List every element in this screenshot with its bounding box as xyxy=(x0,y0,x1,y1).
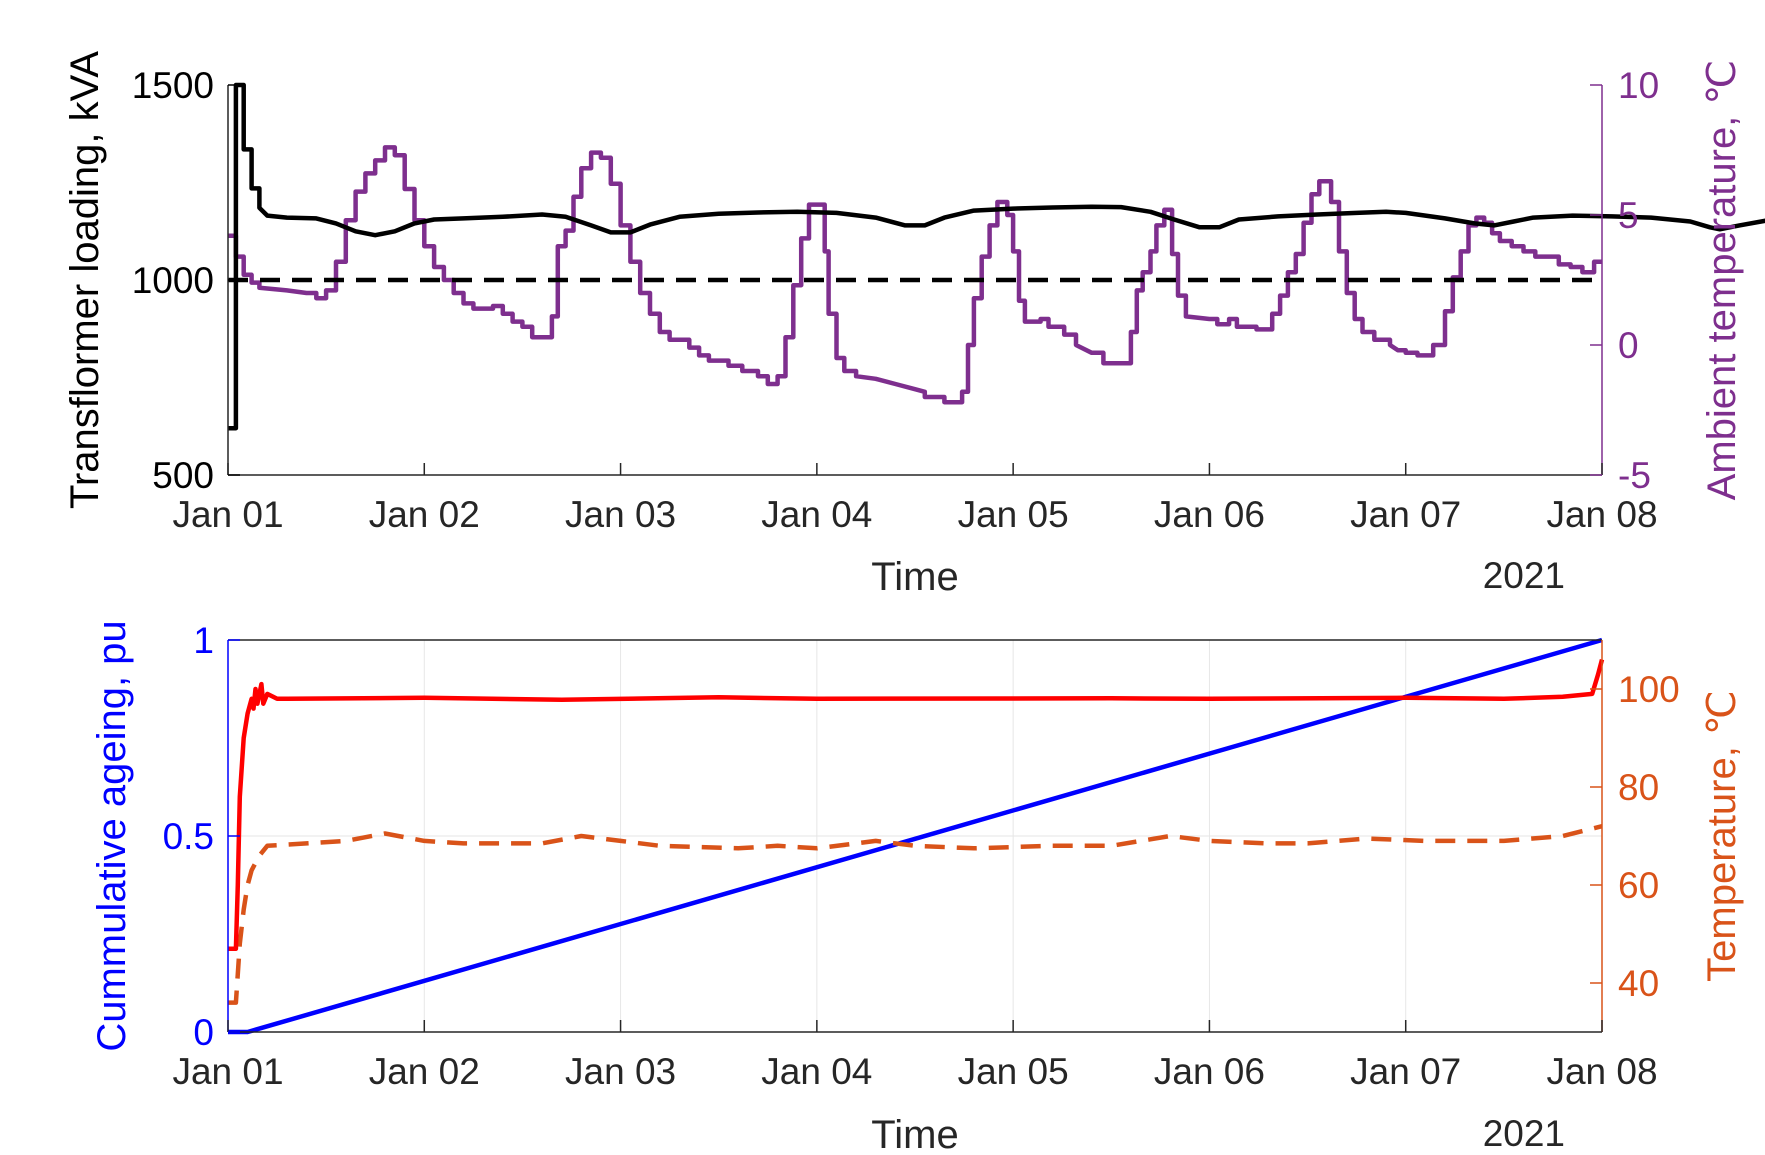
x-tick-label: Jan 07 xyxy=(1350,1051,1461,1092)
x-tick-label: Jan 03 xyxy=(565,494,676,535)
y-left-tick-label: 0.5 xyxy=(163,816,214,857)
y-right-tick-label: 0 xyxy=(1618,325,1639,366)
y-right-tick-label: 100 xyxy=(1618,669,1680,710)
y-left-tick-label: 1000 xyxy=(132,260,214,301)
y-right-tick-label: 10 xyxy=(1618,65,1659,106)
x-tick-label: Jan 03 xyxy=(565,1051,676,1092)
panel-ageing-temperature: Jan 01 Jan 02 Jan 03 Jan 04 Jan 05 Jan 06 Jan … xyxy=(90,620,1744,1155)
series-ambient-temperature xyxy=(228,145,1602,405)
series-transformer-loading xyxy=(228,82,1765,431)
y-right-label-top: Ambient temperature, ℃ xyxy=(1700,60,1744,501)
x-tick-label: Jan 08 xyxy=(1546,1051,1657,1092)
y-right-tick-label: 60 xyxy=(1618,865,1659,906)
year-label-top: 2021 xyxy=(1483,555,1565,596)
y-left-label-bottom: Cummulative ageing, pu xyxy=(90,620,134,1051)
x-tick-label: Jan 04 xyxy=(761,494,872,535)
x-tick-label: Jan 01 xyxy=(172,1051,283,1092)
series-top xyxy=(228,82,1765,431)
y-right-tick-label: 40 xyxy=(1618,963,1659,1004)
x-tick-label: Jan 06 xyxy=(1154,494,1265,535)
panel-loading-ambient: Jan 01 Jan 02 Jan 03 Jan 04 Jan 05 Jan 06 Jan … xyxy=(63,51,1765,599)
year-label-bottom: 2021 xyxy=(1483,1113,1565,1154)
x-tick-label: Jan 02 xyxy=(369,494,480,535)
y-right-tick-label: 80 xyxy=(1618,767,1659,808)
x-tick-label: Jan 05 xyxy=(958,494,1069,535)
y-right-tick-label: -5 xyxy=(1618,455,1651,496)
x-ticks-bottom: Jan 01 Jan 02 Jan 03 Jan 04 Jan 05 Jan 06 Jan … xyxy=(172,1020,1658,1092)
x-axis-label-bottom: Time xyxy=(871,1113,958,1155)
x-tick-label: Jan 01 xyxy=(172,494,283,535)
y-left-ticks-bottom: 00.51 xyxy=(163,620,240,1053)
y-left-ticks-top: 500 1000 1500 xyxy=(132,65,240,496)
y-left-label-top: Transflormer loading, kVA xyxy=(63,51,107,509)
y-right-label-bottom: Temperature, ℃ xyxy=(1700,690,1744,982)
series-top-oil-temperature xyxy=(228,824,1603,1005)
series-hot-spot-temperature xyxy=(228,659,1605,951)
y-left-tick-label: 0 xyxy=(193,1012,214,1053)
y-right-tick-label: 5 xyxy=(1618,195,1639,236)
y-right-ticks-top: -5 0 5 10 xyxy=(1590,65,1659,496)
x-tick-label: Jan 06 xyxy=(1154,1051,1265,1092)
x-tick-label: Jan 07 xyxy=(1350,494,1461,535)
x-tick-label: Jan 04 xyxy=(761,1051,872,1092)
x-tick-label: Jan 08 xyxy=(1546,494,1657,535)
y-right-ticks-bottom: 40 60 80 100 xyxy=(1590,669,1680,1004)
y-left-tick-label: 1 xyxy=(193,620,214,661)
y-left-tick-label: 500 xyxy=(152,455,214,496)
x-tick-label: Jan 05 xyxy=(958,1051,1069,1092)
y-left-tick-label: 1500 xyxy=(132,65,214,106)
x-tick-label: Jan 02 xyxy=(369,1051,480,1092)
x-axis-label-top: Time xyxy=(871,555,958,599)
x-ticks-top: Jan 01 Jan 02 Jan 03 Jan 04 Jan 05 Jan 06 Jan … xyxy=(172,463,1658,535)
